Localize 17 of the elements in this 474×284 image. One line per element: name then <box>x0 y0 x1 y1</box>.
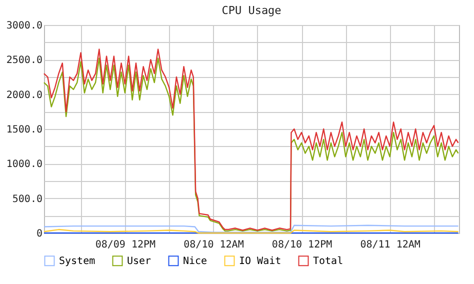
x-tick-label: 08/11 12AM <box>360 240 420 250</box>
legend-label: User <box>127 256 152 267</box>
legend-label: System <box>59 256 96 267</box>
x-tick-label: 08/10 12AM <box>184 240 244 250</box>
y-tick-label: 3000.0 <box>6 20 42 32</box>
y-tick-label: 0 <box>36 228 42 240</box>
x-tick-label: 08/09 12PM <box>95 240 156 250</box>
y-tick-label: 2000.0 <box>6 90 42 101</box>
legend-label: Nice <box>183 256 208 267</box>
y-tick-label: 1500.0 <box>6 124 42 136</box>
y-tick-label: 1000.0 <box>6 159 42 170</box>
y-tick-label: 500.0 <box>12 194 42 205</box>
y-tick-label: 2500.0 <box>6 55 42 66</box>
x-tick-label: 08/10 12PM <box>272 240 332 250</box>
legend-label: Total <box>313 256 344 267</box>
chart-title: CPU Usage <box>222 4 282 17</box>
legend-label: IO Wait <box>239 256 282 267</box>
